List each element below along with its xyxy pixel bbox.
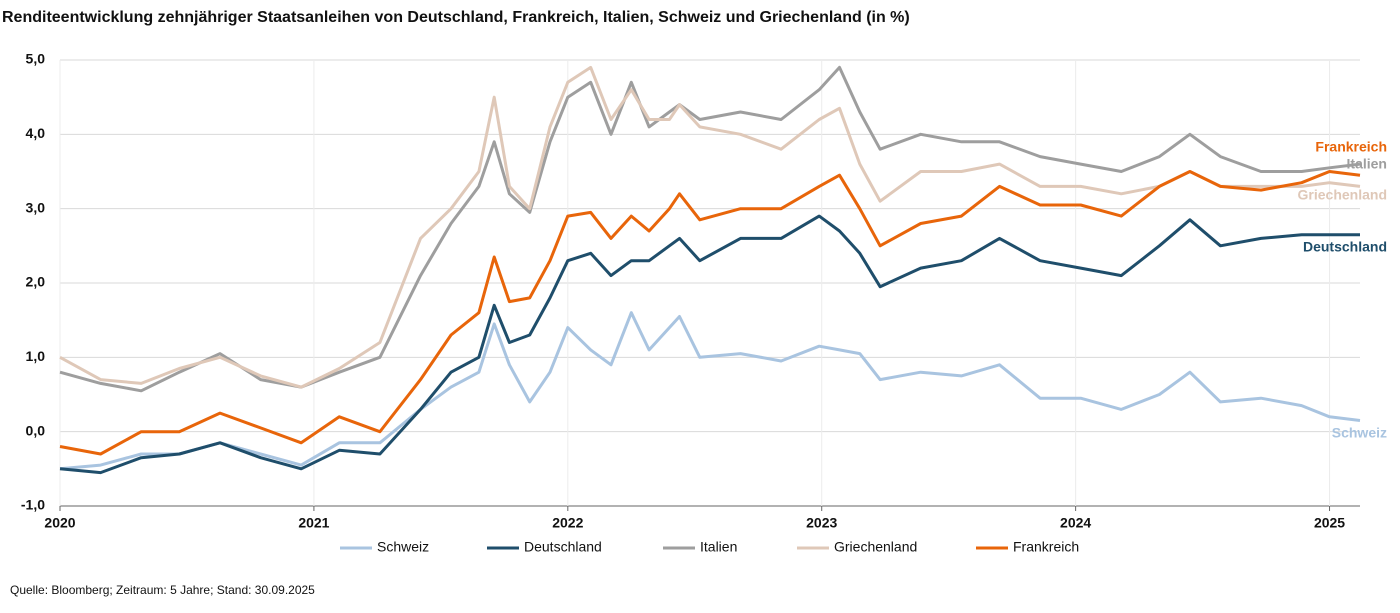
legend-label: Griechenland [834, 539, 917, 555]
end-label: Deutschland [1303, 239, 1387, 255]
y-tick-label: 1,0 [26, 348, 46, 364]
end-label: Griechenland [1298, 187, 1387, 203]
x-tick-label: 2024 [1060, 515, 1091, 531]
series-line [59, 170, 1361, 456]
x-tick-label: 2023 [806, 515, 837, 531]
series-line [59, 214, 1360, 475]
x-tick-label: 2022 [552, 515, 583, 531]
end-label: Frankreich [1315, 139, 1387, 155]
series-line [59, 311, 1361, 471]
legend-label: Frankreich [1013, 539, 1079, 555]
legend-label: Deutschland [524, 539, 602, 555]
end-label: Italien [1347, 156, 1387, 172]
series-line [59, 65, 1361, 389]
chart-title: Renditeentwicklung zehnjähriger Staatsan… [2, 9, 910, 26]
y-tick-label: 3,0 [26, 199, 46, 215]
end-label: Schweiz [1332, 425, 1387, 441]
series-line [59, 65, 1361, 393]
legend-label: Schweiz [377, 539, 429, 555]
y-tick-label: 0,0 [26, 422, 46, 438]
y-tick-label: 2,0 [26, 274, 46, 290]
legend-label: Italien [700, 539, 737, 555]
y-tick-label: 4,0 [26, 125, 46, 141]
y-tick-label: 5,0 [26, 51, 46, 67]
x-tick-label: 2025 [1314, 515, 1345, 531]
source-note: Quelle: Bloomberg; Zeitraum: 5 Jahre; St… [10, 583, 315, 597]
x-tick-label: 2021 [298, 515, 329, 531]
y-tick-label: -1,0 [21, 497, 45, 513]
x-tick-label: 2020 [44, 515, 75, 531]
